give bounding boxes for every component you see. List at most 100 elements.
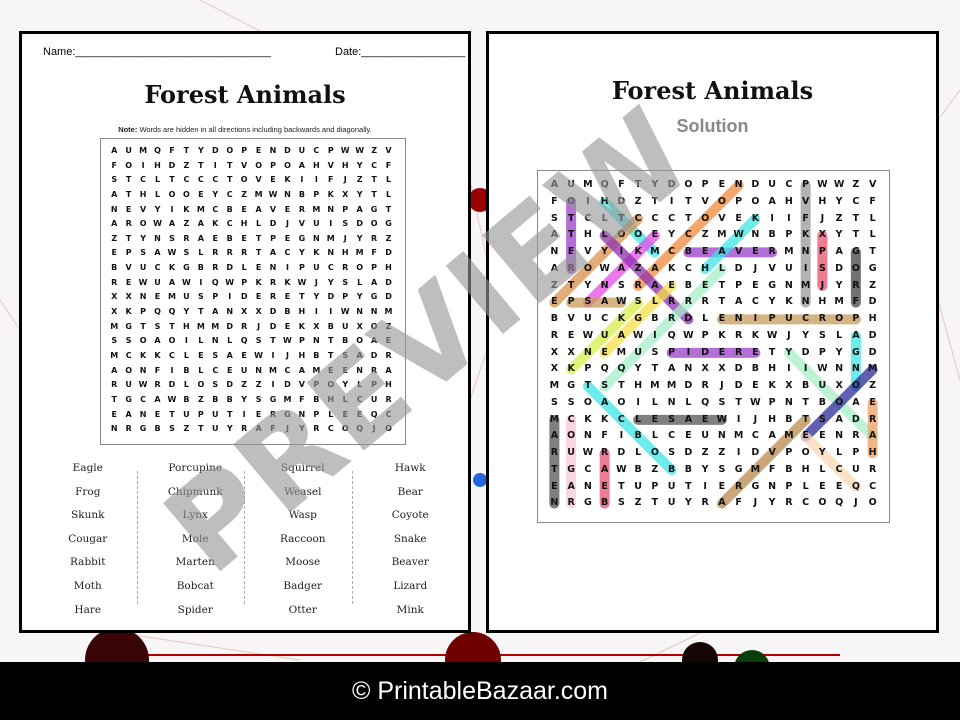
grid-letter: N bbox=[312, 233, 320, 243]
grid-letter: R bbox=[241, 248, 248, 258]
grid-letter: T bbox=[618, 212, 625, 224]
grid-letter: K bbox=[313, 248, 320, 258]
grid-letter: N bbox=[327, 204, 335, 214]
grid-letter: H bbox=[583, 229, 592, 241]
grid-letter: L bbox=[802, 480, 809, 492]
grid-letter: A bbox=[734, 296, 743, 308]
grid-letter: M bbox=[549, 380, 560, 391]
grid-letter: R bbox=[734, 329, 743, 341]
grid-letter: G bbox=[370, 204, 378, 214]
grid-letter: W bbox=[167, 394, 177, 404]
grid-letter: U bbox=[600, 329, 609, 341]
note-label: Note: bbox=[118, 125, 138, 134]
grid-letter: Q bbox=[835, 497, 844, 509]
grid-letter: D bbox=[684, 447, 693, 458]
grid-letter: F bbox=[154, 365, 161, 375]
grid-letter: W bbox=[138, 277, 148, 287]
grid-letter: R bbox=[269, 277, 277, 287]
grid-letter: P bbox=[270, 160, 276, 170]
grid-letter: Y bbox=[651, 179, 659, 190]
grid-letter: P bbox=[785, 480, 793, 492]
grid-letter: C bbox=[327, 424, 334, 434]
grid-letter: J bbox=[820, 212, 825, 224]
grid-letter: W bbox=[138, 380, 148, 390]
grid-letter: Z bbox=[183, 424, 190, 434]
grid-letter: O bbox=[583, 396, 592, 408]
grid-letter: P bbox=[371, 380, 378, 390]
grid-letter: P bbox=[140, 307, 147, 317]
grid-letter: D bbox=[801, 346, 810, 358]
grid-letter: H bbox=[868, 447, 877, 458]
grid-letter: Q bbox=[617, 363, 626, 375]
grid-letter: A bbox=[852, 329, 860, 341]
grid-letter: C bbox=[284, 248, 291, 258]
solution-subtitle: Solution bbox=[676, 116, 749, 136]
grid-letter: Y bbox=[584, 279, 592, 291]
grid-letter: Q bbox=[154, 146, 161, 155]
grid-letter: D bbox=[868, 346, 877, 358]
grid-letter: K bbox=[584, 413, 592, 425]
grid-letter: C bbox=[802, 497, 810, 509]
grid-letter: G bbox=[385, 219, 392, 229]
grid-letter: H bbox=[784, 195, 793, 207]
grid-letter: T bbox=[718, 279, 726, 291]
grid-letter: B bbox=[651, 313, 659, 324]
grid-letter: E bbox=[270, 175, 276, 185]
grid-letter: O bbox=[650, 447, 659, 458]
grid-letter: R bbox=[371, 233, 378, 243]
grid-letter: D bbox=[684, 380, 693, 391]
grid-letter: V bbox=[584, 246, 592, 257]
grid-letter: I bbox=[314, 307, 318, 317]
grid-letter: F bbox=[768, 463, 776, 475]
grid-letter: W bbox=[153, 219, 162, 229]
grid-letter: Y bbox=[241, 394, 248, 404]
grid-letter: D bbox=[617, 195, 626, 207]
grid-letter: E bbox=[226, 365, 233, 375]
highlight-snake bbox=[582, 230, 660, 308]
grid-letter: I bbox=[619, 430, 624, 442]
grid-letter: B bbox=[634, 430, 642, 442]
grid-letter: N bbox=[226, 307, 234, 317]
grid-letter: B bbox=[802, 380, 810, 391]
grid-letter: B bbox=[768, 229, 776, 241]
grid-letter: K bbox=[567, 363, 575, 375]
word-list-item: Bear bbox=[397, 485, 423, 498]
grid-letter: P bbox=[852, 313, 860, 324]
grid-letter: J bbox=[372, 424, 376, 434]
grid-letter: M bbox=[867, 363, 878, 375]
column-divider bbox=[137, 471, 138, 604]
grid-letter: I bbox=[213, 160, 217, 170]
grid-letter: P bbox=[197, 409, 204, 419]
grid-letter: N bbox=[550, 246, 559, 257]
grid-letter: K bbox=[751, 212, 760, 224]
grid-letter: Q bbox=[600, 179, 609, 190]
grid-letter: S bbox=[342, 219, 349, 229]
grid-letter: N bbox=[284, 189, 291, 199]
grid-letter: M bbox=[384, 307, 393, 317]
grid-letter: E bbox=[668, 279, 675, 291]
grid-letter: L bbox=[256, 219, 262, 229]
grid-letter: Y bbox=[356, 160, 363, 170]
highlight-skunk bbox=[566, 297, 644, 375]
grid-letter: W bbox=[733, 229, 744, 241]
grid-letter: C bbox=[212, 204, 219, 214]
grid-letter: L bbox=[685, 396, 692, 408]
grid-letter: M bbox=[254, 189, 263, 199]
grid-letter: I bbox=[228, 292, 232, 302]
grid-letter: Y bbox=[701, 463, 709, 475]
grid-letter: Q bbox=[370, 409, 378, 419]
grid-letter: M bbox=[800, 279, 811, 291]
grid-letter: A bbox=[567, 480, 575, 492]
grid-letter: Y bbox=[327, 277, 334, 287]
grid-letter: G bbox=[734, 463, 743, 475]
grid-letter: U bbox=[785, 313, 793, 324]
grid-letter: R bbox=[701, 497, 709, 509]
grid-letter: L bbox=[651, 396, 658, 408]
grid-letter: A bbox=[718, 497, 726, 509]
grid-letter: V bbox=[385, 146, 392, 155]
grid-letter: T bbox=[618, 380, 625, 391]
grid-letter: R bbox=[818, 313, 827, 324]
grid-letter: R bbox=[125, 219, 132, 229]
grid-letter: E bbox=[125, 204, 132, 214]
grid-letter: P bbox=[768, 396, 776, 408]
